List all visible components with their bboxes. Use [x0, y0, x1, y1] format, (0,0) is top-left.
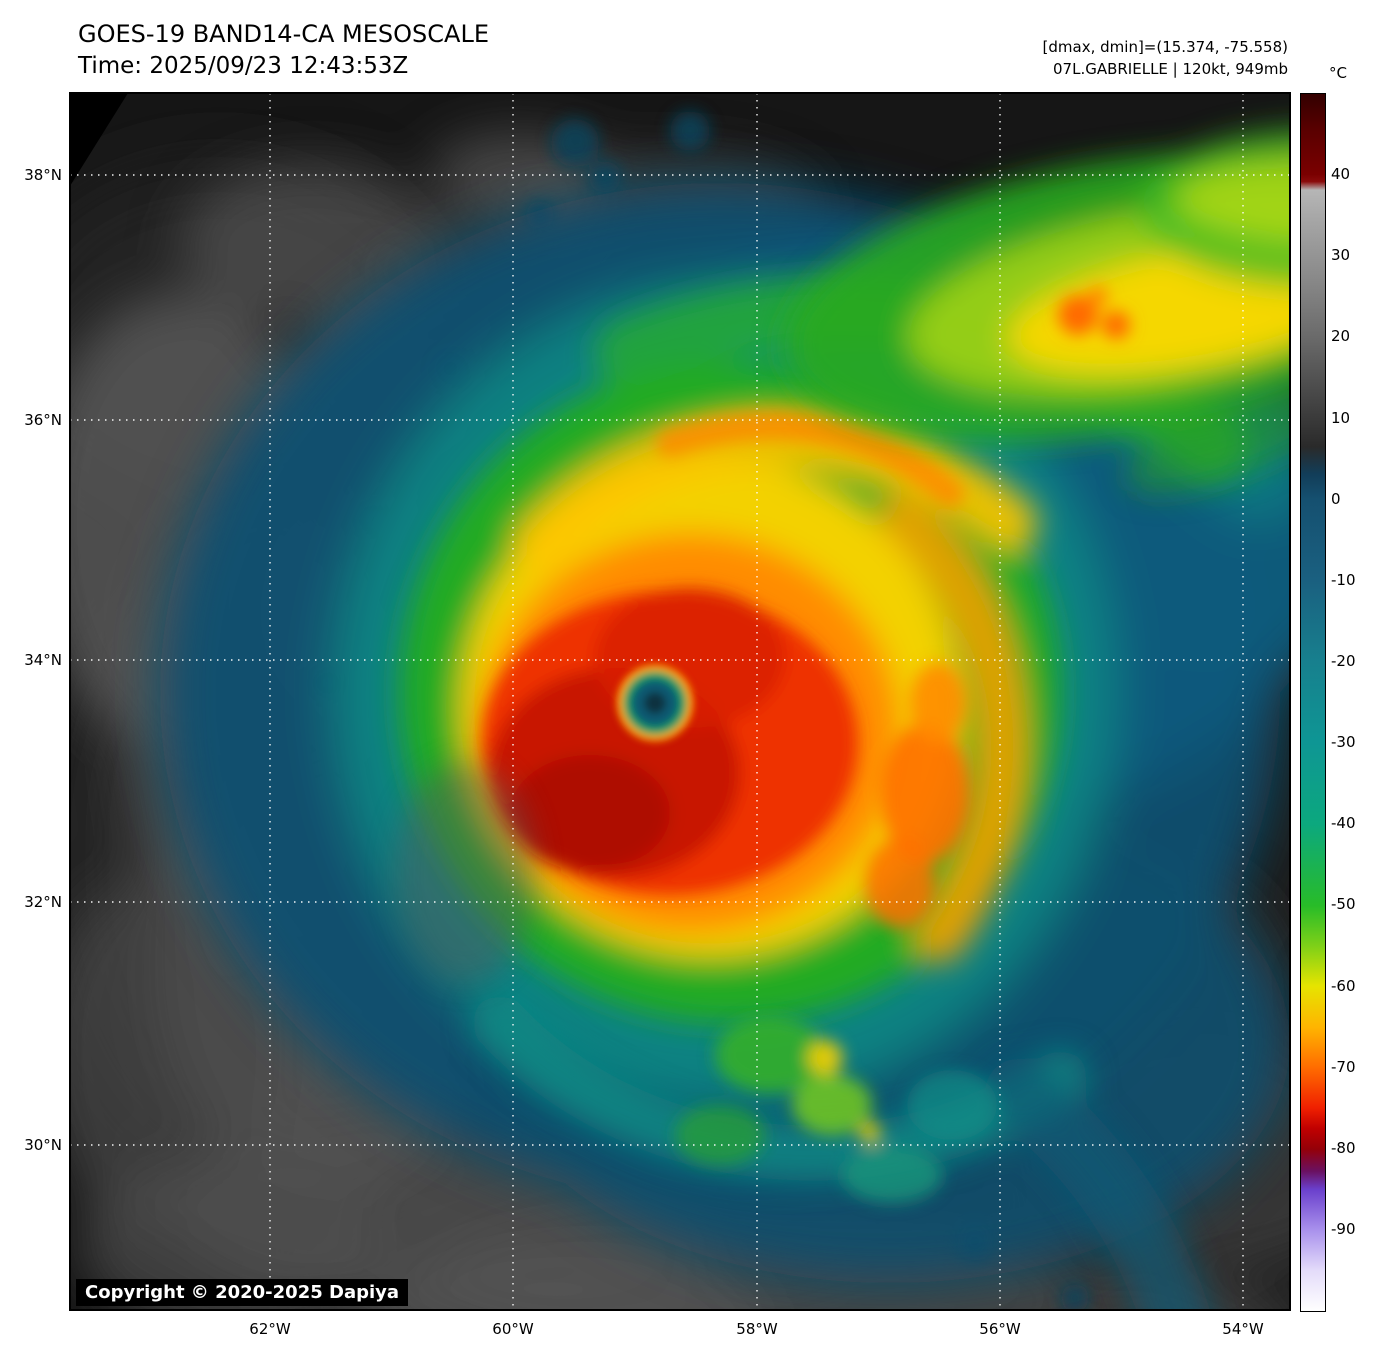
header-right: [dmax, dmin]=(15.374, -75.558) 07L.GABRI…: [1043, 36, 1288, 80]
west-gray-overlay: [395, 763, 535, 983]
copyright-label: Copyright © 2020-2025 Dapiya: [76, 1279, 409, 1306]
product-title: GOES-19 BAND14-CA MESOSCALE: [78, 20, 489, 48]
colorbar-tick: 0: [1331, 490, 1341, 508]
lat-tick-label: 30°N: [24, 1136, 62, 1154]
colorbar-unit: °C: [1329, 64, 1347, 82]
satellite-imagery: [70, 93, 1290, 1310]
lon-tick-label: 62°W: [249, 1320, 291, 1338]
lon-tick-label: 58°W: [736, 1320, 778, 1338]
lat-tick-label: 36°N: [24, 411, 62, 429]
grid-lines: [70, 93, 1290, 1310]
data-range: [dmax, dmin]=(15.374, -75.558): [1042, 38, 1288, 56]
colorbar-tick: 30: [1331, 246, 1351, 264]
map-canvas: Copyright © 2020-2025 Dapiya: [69, 92, 1291, 1311]
colorbar-tick: -10: [1331, 571, 1356, 589]
lon-tick-label: 54°W: [1222, 1320, 1264, 1338]
lon-tick-label: 56°W: [979, 1320, 1021, 1338]
colorbar-tick: -30: [1331, 733, 1356, 751]
colorbar-tick: 10: [1331, 409, 1351, 427]
lat-tick-label: 34°N: [24, 651, 62, 669]
colorbar-tick: 40: [1331, 165, 1351, 183]
colorbar-tick: -20: [1331, 652, 1356, 670]
colorbar-tick: -40: [1331, 814, 1356, 832]
colorbar-tick: -50: [1331, 895, 1356, 913]
map-border: [70, 93, 1290, 1310]
hurricane-eye: [617, 665, 693, 741]
header-left: GOES-19 BAND14-CA MESOSCALE Time: 2025/0…: [78, 18, 489, 82]
colorbar-tick: -60: [1331, 977, 1356, 995]
timestamp: Time: 2025/09/23 12:43:53Z: [78, 53, 409, 79]
sector-edge-wedge: [70, 93, 128, 186]
colorbar-tick: -80: [1331, 1139, 1356, 1157]
southern-rainbands: [472, 995, 1210, 1310]
colorbar: [1300, 93, 1326, 1312]
northeast-cirrus-band: [784, 129, 1290, 494]
lat-tick-label: 38°N: [24, 166, 62, 184]
colorbar-tick: -70: [1331, 1058, 1356, 1076]
colorbar-tick: -90: [1331, 1220, 1356, 1238]
colorbar-tick: 20: [1331, 327, 1351, 345]
lon-tick-label: 60°W: [492, 1320, 534, 1338]
storm-info: 07L.GABRIELLE | 120kt, 949mb: [1053, 60, 1288, 78]
lat-tick-label: 32°N: [24, 893, 62, 911]
